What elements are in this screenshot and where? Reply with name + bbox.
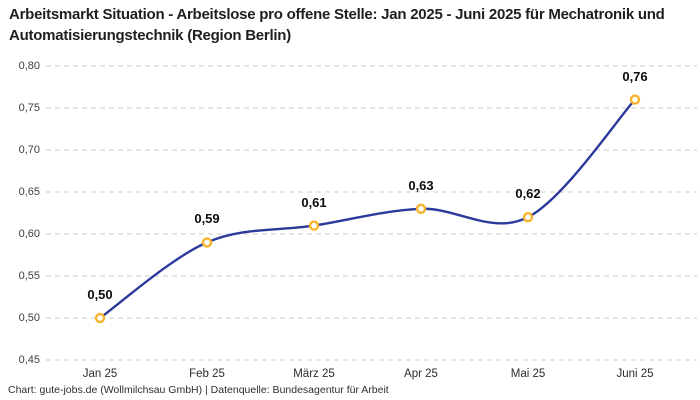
- y-axis-tick-label: 0,80: [18, 60, 40, 72]
- data-point-value-label: 0,63: [408, 177, 434, 193]
- data-point-value-label: 0,59: [194, 211, 220, 227]
- data-point-marker[interactable]: [201, 237, 213, 248]
- data-point-marker[interactable]: [629, 94, 641, 105]
- chart-credit: Chart: gute-jobs.de (Wollmilchsau GmbH) …: [8, 384, 389, 396]
- data-point-value-label: 0,50: [87, 287, 113, 302]
- y-axis-tick-label: 0,60: [18, 228, 40, 240]
- x-axis-tick-label: Juni 25: [616, 368, 654, 380]
- x-axis-tick-label: Feb 25: [189, 368, 225, 380]
- y-axis-tick-label: 0,55: [18, 270, 40, 282]
- y-axis-tick-label: 0,75: [18, 102, 40, 114]
- data-line: [98, 98, 637, 320]
- x-axis-tick-label: März 25: [293, 368, 335, 380]
- data-point-marker[interactable]: [308, 220, 320, 231]
- y-axis-tick-label: 0,45: [18, 354, 40, 366]
- data-point-marker[interactable]: [94, 312, 106, 324]
- y-axis-tick-label: 0,70: [18, 144, 40, 156]
- x-axis-tick-label: Mai 25: [510, 368, 546, 380]
- chart-title: Arbeitsmarkt Situation - Arbeitslose pro…: [9, 6, 665, 44]
- x-axis-tick-label: Apr 25: [404, 368, 438, 380]
- data-point-value-label: 0,61: [301, 194, 327, 210]
- data-point-value-label: 0,76: [622, 68, 648, 84]
- data-point-marker[interactable]: [522, 211, 534, 223]
- data-point-value-label: 0,62: [515, 186, 541, 202]
- y-axis-tick-label: 0,50: [18, 312, 40, 324]
- data-point-marker[interactable]: [415, 203, 427, 215]
- x-axis-tick-label: Jan 25: [82, 368, 118, 380]
- y-axis-tick-label: 0,65: [18, 186, 40, 198]
